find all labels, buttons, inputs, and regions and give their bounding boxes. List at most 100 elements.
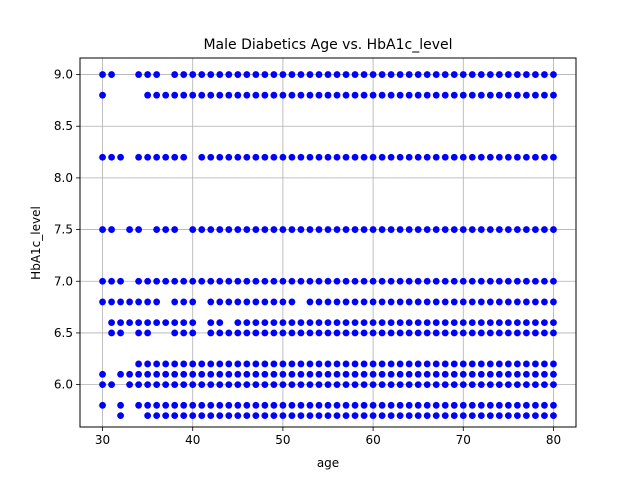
data-point: [279, 277, 287, 285]
data-point: [162, 401, 170, 409]
data-point: [495, 91, 503, 99]
data-point: [541, 226, 548, 233]
data-point: [234, 319, 242, 327]
data-point: [225, 226, 233, 233]
y-axis: 6.0 6.5 7.0 7.5 8.0 8.5 9.0: [54, 68, 80, 392]
data-point: [108, 319, 115, 327]
data-point: [504, 153, 512, 161]
data-point: [216, 91, 224, 99]
data-point: [396, 381, 404, 389]
data-point: [333, 329, 341, 337]
data-point: [171, 381, 179, 389]
data-point: [423, 360, 431, 368]
data-point: [306, 401, 314, 409]
data-point: [108, 277, 115, 285]
data-point: [532, 298, 539, 306]
data-point: [252, 91, 260, 99]
data-point: [523, 360, 530, 368]
data-point: [550, 277, 557, 285]
data-point: [360, 91, 368, 99]
data-point: [333, 298, 341, 306]
data-point: [333, 226, 341, 233]
data-point: [171, 412, 179, 420]
data-point: [243, 298, 251, 306]
data-point: [396, 298, 404, 306]
data-point: [513, 329, 521, 337]
data-point: [414, 381, 422, 389]
data-point: [532, 71, 539, 78]
data-point: [477, 71, 485, 78]
data-point: [468, 412, 476, 420]
data-point: [504, 91, 512, 99]
data-point: [423, 298, 431, 306]
data-point: [513, 412, 521, 420]
data-point: [315, 360, 323, 368]
data-point: [288, 381, 296, 389]
data-point: [297, 401, 305, 409]
data-point: [369, 401, 377, 409]
data-point: [135, 401, 143, 409]
data-point: [306, 360, 314, 368]
x-tick-label: 50: [275, 433, 290, 447]
data-point: [306, 370, 314, 378]
data-point: [450, 381, 458, 389]
data-point: [297, 412, 305, 420]
data-point: [477, 277, 485, 285]
data-point: [513, 381, 521, 389]
data-point: [261, 277, 269, 285]
data-point: [486, 153, 494, 161]
data-point: [162, 277, 170, 285]
data-point: [459, 91, 467, 99]
data-point: [360, 226, 368, 233]
data-point: [288, 401, 296, 409]
data-point: [234, 412, 242, 420]
data-point: [207, 319, 215, 327]
data-point: [414, 319, 422, 327]
data-point: [315, 381, 323, 389]
x-tick-label: 60: [365, 433, 380, 447]
data-point: [541, 329, 548, 337]
data-point: [342, 412, 350, 420]
data-point: [99, 71, 106, 78]
data-point: [550, 226, 557, 233]
data-point: [423, 370, 431, 378]
data-point: [243, 277, 251, 285]
data-point: [108, 381, 115, 389]
data-point: [450, 329, 458, 337]
data-point: [306, 298, 314, 306]
data-point: [441, 401, 449, 409]
data-point: [297, 381, 305, 389]
data-point: [315, 71, 323, 78]
data-point: [297, 360, 305, 368]
data-point: [198, 412, 206, 420]
data-point: [315, 370, 323, 378]
data-point: [495, 298, 503, 306]
data-point: [414, 360, 422, 368]
data-point: [261, 298, 269, 306]
data-point: [333, 381, 341, 389]
data-point: [369, 370, 377, 378]
data-point: [360, 360, 368, 368]
data-point: [252, 329, 260, 337]
data-point: [441, 360, 449, 368]
data-point: [333, 71, 341, 78]
data-point: [117, 298, 124, 306]
data-point: [117, 412, 124, 420]
data-point: [387, 298, 395, 306]
data-point: [315, 319, 323, 327]
data-point: [153, 319, 161, 327]
data-point: [207, 71, 215, 78]
data-point: [315, 226, 323, 233]
data-point: [306, 412, 314, 420]
data-point: [270, 370, 278, 378]
data-point: [495, 71, 503, 78]
data-point: [550, 401, 557, 409]
data-point: [495, 277, 503, 285]
data-point: [459, 226, 467, 233]
data-point: [252, 370, 260, 378]
data-point: [180, 91, 188, 99]
data-point: [306, 277, 314, 285]
data-point: [405, 226, 413, 233]
